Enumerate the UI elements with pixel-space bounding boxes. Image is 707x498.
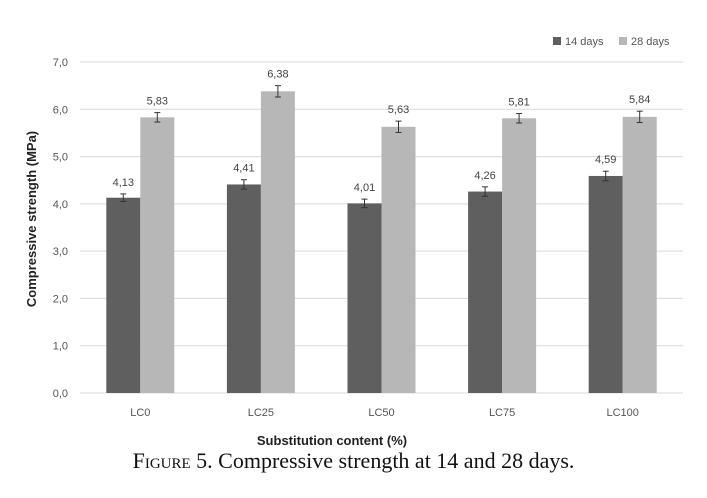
y-tick-label: 7,0 — [53, 57, 68, 69]
x-axis-title: Substitution content (%) — [257, 433, 407, 448]
data-label: 4,59 — [595, 154, 616, 166]
data-labels: 4,13 5,83 4,41 6,38 4,01 5,63 4,26 5,81 4,59 5,84 — [113, 69, 651, 194]
legend-label: 28 days — [631, 36, 670, 48]
bars — [106, 91, 657, 394]
bar — [140, 117, 175, 394]
bar — [588, 175, 623, 393]
bar — [226, 184, 261, 393]
data-label: 5,81 — [508, 97, 529, 109]
legend-label: 14 days — [565, 36, 604, 48]
caption-number: 5. — [196, 448, 213, 473]
data-label: 5,63 — [388, 104, 409, 116]
caption-text: Compressive strength at 14 and 28 days. — [218, 448, 575, 473]
data-label: 4,41 — [233, 163, 254, 175]
legend: 14 days 28 days — [553, 36, 670, 48]
bar — [106, 197, 141, 393]
caption-label: Figure — [132, 448, 191, 473]
x-tick-label: LC50 — [368, 407, 394, 419]
y-axis-title: Compressive strength (MPa) — [24, 131, 39, 307]
data-label: 4,26 — [474, 170, 495, 182]
y-tick-label: 2,0 — [53, 293, 68, 305]
data-label: 4,13 — [113, 177, 134, 189]
y-tick-label: 5,0 — [53, 152, 68, 164]
x-tick-label: LC0 — [130, 407, 150, 419]
legend-swatch — [619, 37, 627, 45]
bar — [468, 191, 503, 393]
data-label: 6,38 — [267, 69, 288, 81]
y-tick-label: 6,0 — [53, 104, 68, 116]
x-tick-label: LC100 — [606, 407, 638, 419]
x-tick-label: LC75 — [489, 407, 515, 419]
y-tick-label: 1,0 — [53, 341, 68, 353]
legend-swatch — [553, 37, 561, 45]
bar — [381, 126, 416, 393]
x-tick-label: LC25 — [248, 407, 274, 419]
y-tick-label: 4,0 — [53, 199, 68, 211]
bar — [622, 116, 657, 393]
y-tick-label: 0,0 — [53, 388, 68, 400]
data-label: 5,84 — [629, 94, 650, 106]
error-bars — [120, 85, 643, 209]
data-label: 5,83 — [147, 96, 168, 108]
bar — [260, 91, 295, 393]
data-label: 4,01 — [354, 182, 375, 194]
bar — [502, 118, 537, 394]
y-tick-label: 3,0 — [53, 246, 68, 258]
bar — [347, 203, 382, 393]
y-axis-ticks: 0,0 1,0 2,0 3,0 4,0 5,0 6,0 7,0 — [53, 57, 68, 400]
figure-caption: Figure 5. Compressive strength at 14 and… — [0, 448, 707, 474]
x-axis-ticks: LC0 LC25 LC50 LC75 LC100 — [130, 407, 639, 419]
